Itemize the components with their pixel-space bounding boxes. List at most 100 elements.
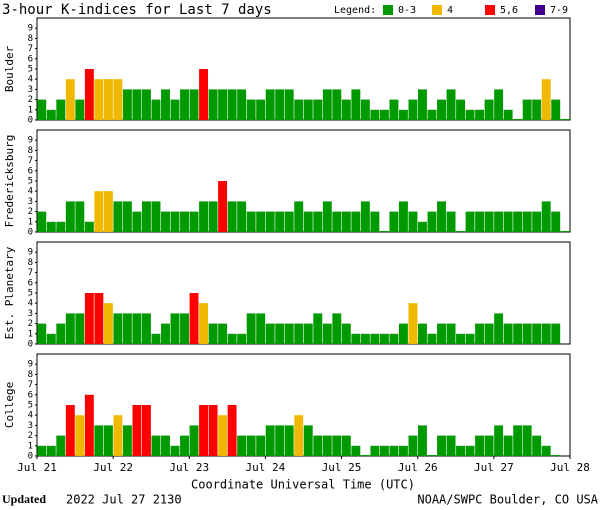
y-tick-label: 1 [28,441,33,451]
bar [189,293,199,344]
y-tick-label: 8 [28,258,33,268]
bar [475,109,485,120]
bar [122,201,132,232]
bar [256,313,266,344]
bar [37,99,47,120]
bar [284,89,294,120]
bar [132,211,142,232]
bar [94,293,104,344]
bar [522,99,532,120]
bar [103,425,113,456]
bar [227,405,237,456]
bar [218,89,228,120]
bar [218,323,228,344]
bar [284,323,294,344]
bar [522,211,532,232]
bar [475,323,485,344]
bar [218,181,228,232]
bar [84,394,94,456]
bar [351,333,361,344]
bar [189,425,199,456]
bar [151,201,161,232]
bar [370,109,380,120]
bar [379,445,389,456]
bar [351,89,361,120]
bar [341,211,351,232]
bar [303,425,313,456]
bar [379,109,389,120]
bar [427,211,437,232]
bar [170,99,180,120]
bar [484,211,494,232]
x-tick-label: Jul 28 [550,461,590,474]
bar [351,211,361,232]
bar [141,89,151,120]
bar [532,323,542,344]
bar [332,211,342,232]
bar [256,99,266,120]
bar [560,231,570,232]
y-tick-label: 7 [28,380,33,390]
bar [256,435,266,456]
bar [284,211,294,232]
bar [475,435,485,456]
y-axis-title: Boulder [3,45,16,92]
bar [484,323,494,344]
bar [237,333,247,344]
y-tick-label: 6 [28,278,33,288]
bar [360,333,370,344]
bar [513,211,523,232]
bar [370,211,380,232]
bar [551,323,561,344]
bar [103,303,113,344]
bar [494,425,504,456]
y-tick-label: 2 [28,95,33,105]
bar [408,211,418,232]
y-tick-label: 8 [28,146,33,156]
bar [275,89,285,120]
bar [484,435,494,456]
bar [408,99,418,120]
legend-swatch [485,5,495,15]
bar [503,211,513,232]
bar [265,323,275,344]
bar [141,313,151,344]
bar [541,445,551,456]
bar [437,435,446,456]
bar [84,293,94,344]
bar [237,89,247,120]
y-tick-label: 0 [28,452,33,462]
y-tick-label: 4 [28,299,33,309]
bar [532,99,542,120]
bar [332,89,342,120]
bar [408,303,418,344]
bar [265,211,275,232]
bar [180,313,189,344]
bar [522,323,532,344]
timestamp: 2022 Jul 27 2130 [66,493,182,507]
legend-label: 0-3 [398,5,416,16]
y-tick-label: 2 [28,431,33,441]
bar [84,69,94,120]
bar [75,415,85,456]
bar [437,201,446,232]
bar [465,109,475,120]
bar [275,323,285,344]
bar [199,303,209,344]
bar [398,109,408,120]
y-tick-label: 0 [28,228,33,238]
bar [65,79,75,120]
bar [189,89,199,120]
y-tick-label: 8 [28,34,33,44]
bar [541,79,551,120]
bar [446,323,456,344]
bar [56,435,66,456]
bar [189,211,199,232]
y-tick-label: 3 [28,85,33,95]
bar [322,323,332,344]
x-tick-label: Jul 23 [169,461,209,474]
y-tick-label: 2 [28,319,33,329]
bar [503,435,513,456]
bar [56,99,66,120]
